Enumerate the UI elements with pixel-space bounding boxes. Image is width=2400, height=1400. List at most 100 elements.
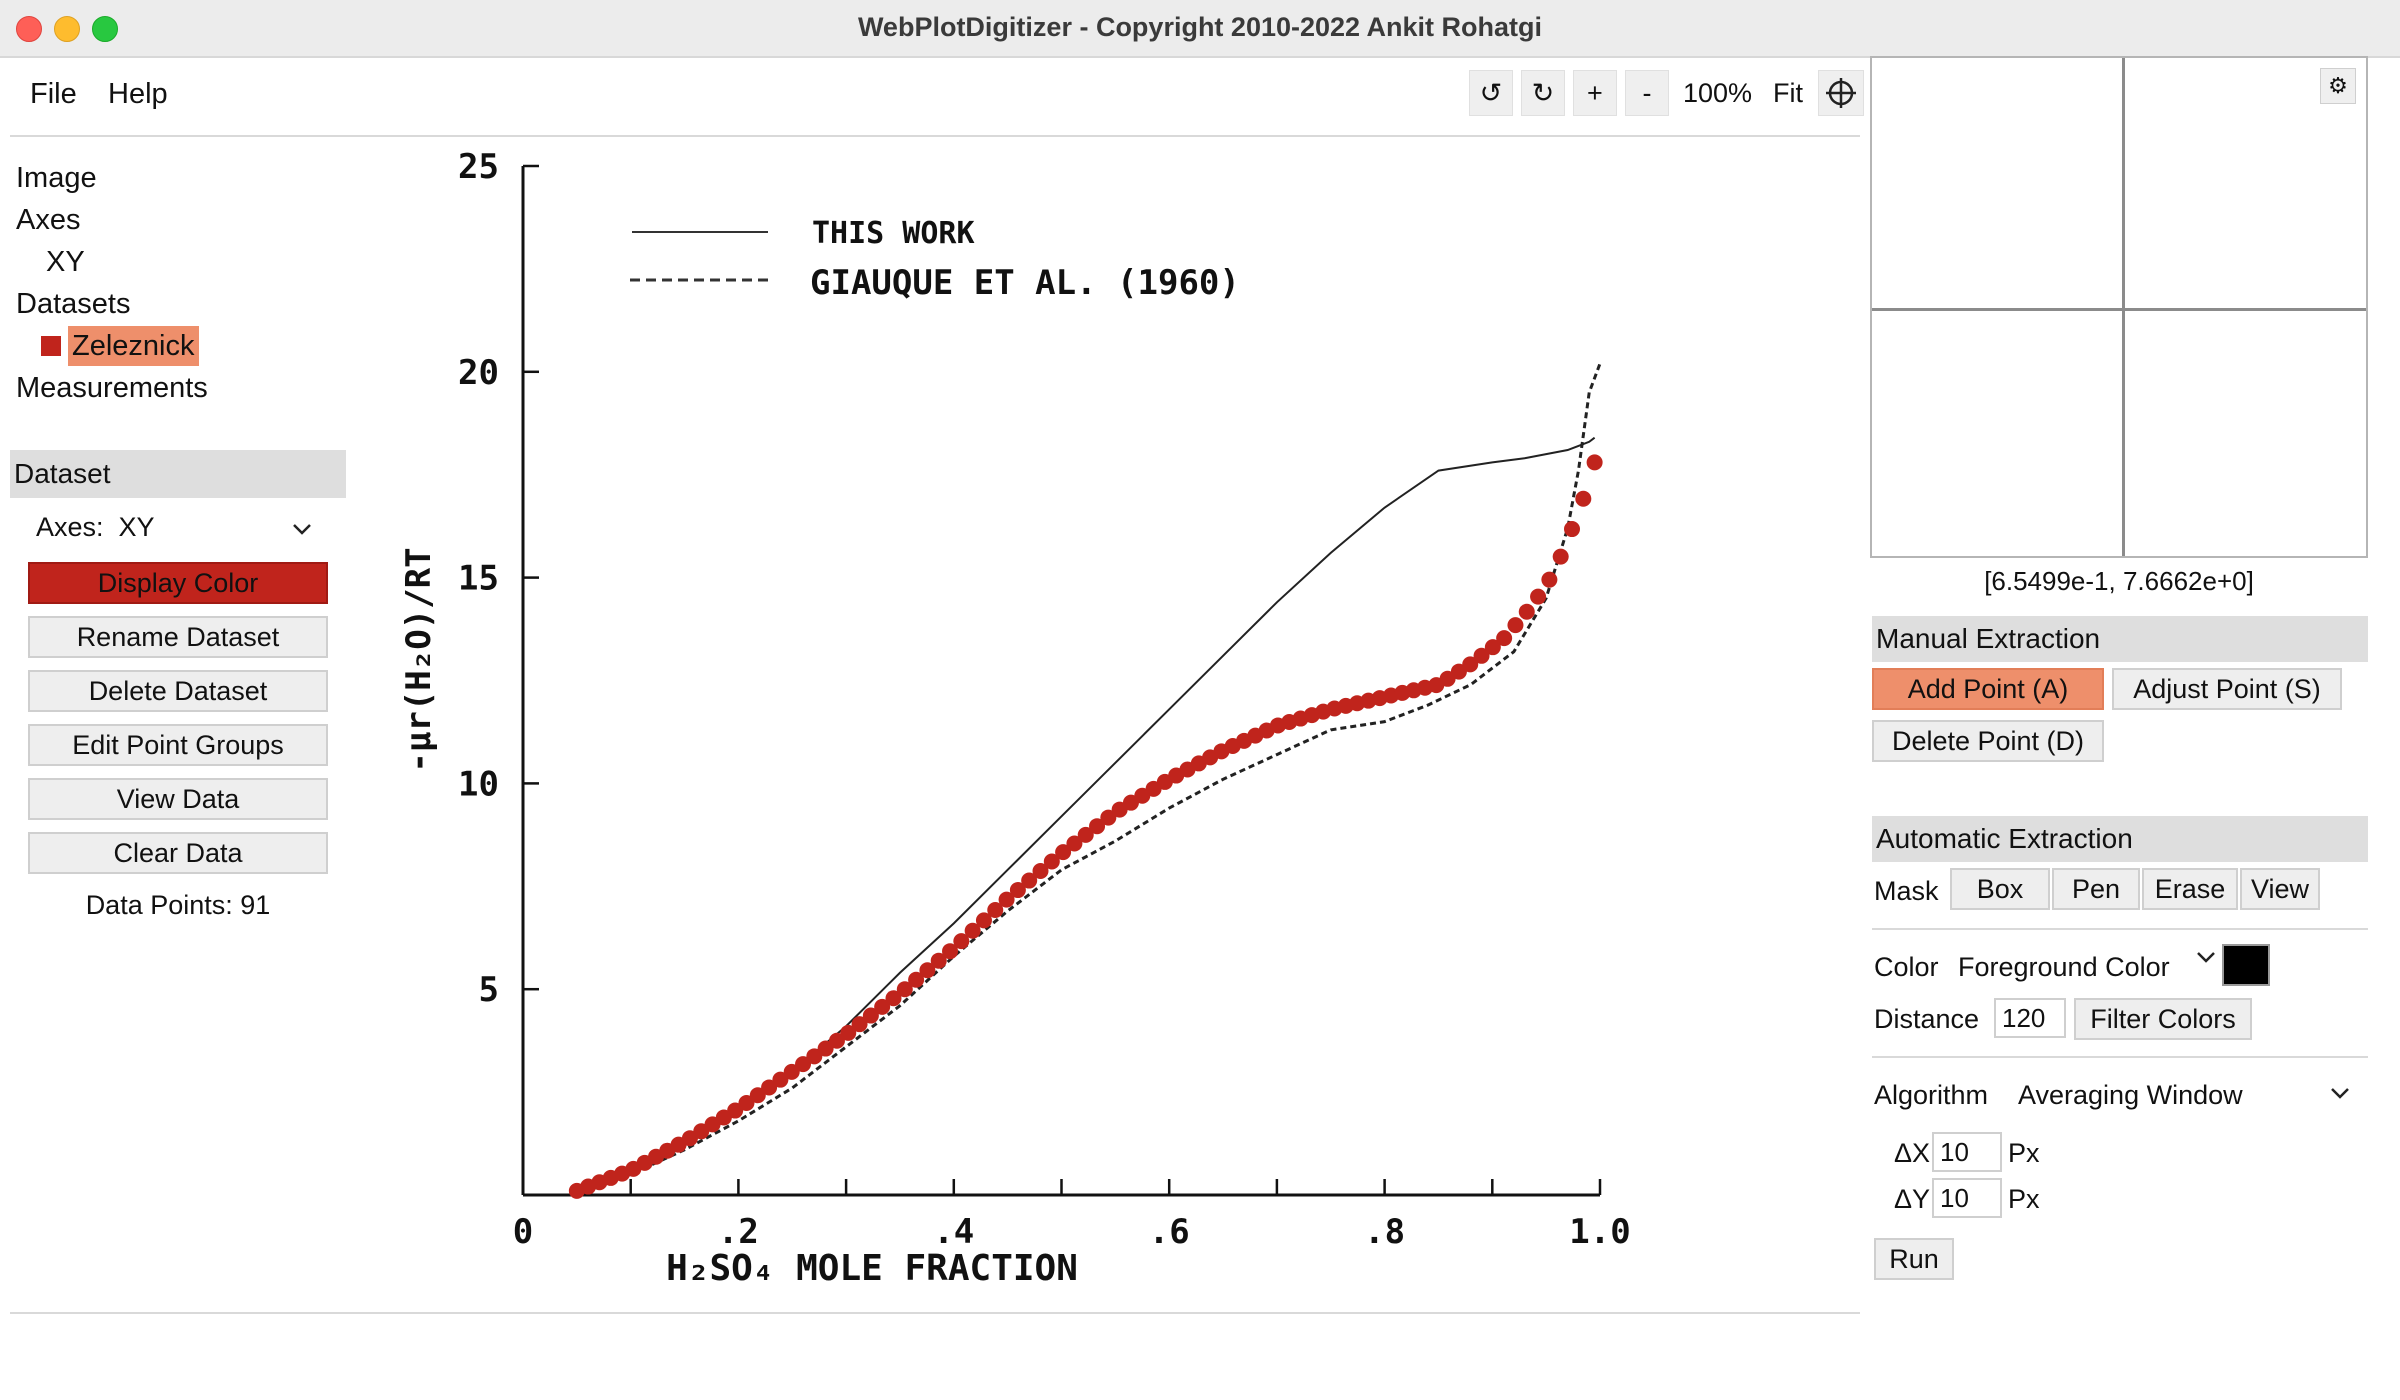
digitized-point[interactable] — [1586, 454, 1603, 471]
digitized-point[interactable] — [1563, 521, 1580, 538]
digitized-point[interactable] — [727, 1102, 744, 1119]
data-points-count: Data Points: 91 — [85, 890, 271, 920]
color-select[interactable]: Foreground Color — [1958, 952, 2170, 982]
clear-data-button[interactable]: Clear Data — [28, 832, 328, 874]
digitized-point[interactable] — [1009, 882, 1026, 899]
tree-datasets[interactable]: Datasets — [16, 288, 131, 320]
digitized-point[interactable] — [1462, 656, 1479, 673]
tree-measurements[interactable]: Measurements — [16, 372, 208, 404]
tree-dataset-zeleznick[interactable]: Zeleznick — [68, 326, 199, 366]
display-color-button[interactable]: Display Color — [28, 562, 328, 604]
digitized-point[interactable] — [851, 1016, 868, 1033]
digitized-point[interactable] — [930, 952, 947, 969]
digitized-point[interactable] — [1100, 809, 1117, 826]
close-window-button[interactable] — [16, 16, 42, 42]
automatic-extraction-header: Automatic Extraction — [1872, 816, 2368, 862]
foreground-color-swatch[interactable] — [2222, 944, 2270, 986]
digitized-point[interactable] — [1552, 548, 1569, 565]
digitized-point[interactable] — [874, 998, 891, 1015]
digitized-point[interactable] — [975, 912, 992, 929]
digitized-point[interactable] — [1077, 826, 1094, 843]
digitized-point[interactable] — [1507, 617, 1524, 634]
digitized-point[interactable] — [1055, 844, 1072, 861]
filter-colors-button[interactable]: Filter Colors — [2074, 998, 2252, 1040]
tree-image[interactable]: Image — [16, 162, 97, 194]
digitized-point[interactable] — [1021, 872, 1038, 889]
add-point-button[interactable]: Add Point (A) — [1872, 668, 2104, 710]
plot-canvas[interactable]: 0 .2 .4 .6 .8 1.0 5 10 15 20 25 THIS WORK GIAUQUE … — [390, 140, 1650, 1320]
crosshair-icon[interactable] — [1818, 70, 1864, 116]
rotate-left-button[interactable]: ↺ — [1468, 70, 1513, 116]
maximize-window-button[interactable] — [92, 16, 118, 42]
algorithm-select[interactable]: Averaging Window — [2018, 1080, 2243, 1110]
digitized-point[interactable] — [806, 1048, 823, 1065]
digitized-point[interactable] — [1530, 588, 1547, 605]
digitized-point[interactable] — [1032, 863, 1049, 880]
digitized-point[interactable] — [772, 1071, 789, 1088]
digitized-point[interactable] — [998, 891, 1015, 908]
toolbar-divider — [10, 135, 1860, 137]
digitized-point[interactable] — [908, 971, 925, 988]
mask-view-button[interactable]: View — [2240, 868, 2320, 910]
digitized-point[interactable] — [783, 1063, 800, 1080]
digitized-point[interactable] — [885, 990, 902, 1007]
toolbar: ↺ ↻ + - 100% Fit — [1468, 70, 1864, 116]
mask-box-button[interactable]: Box — [1950, 868, 2050, 910]
digitized-point[interactable] — [1496, 630, 1513, 647]
chevron-down-icon[interactable] — [2196, 950, 2216, 969]
dy-input[interactable]: 10 — [1932, 1178, 2002, 1218]
digitized-point[interactable] — [1089, 818, 1106, 835]
digitized-point[interactable] — [749, 1087, 766, 1104]
tree-axes[interactable]: Axes — [16, 204, 81, 236]
axes-select[interactable]: Axes: XY — [36, 512, 155, 543]
digitized-point[interactable] — [795, 1056, 812, 1073]
digitized-point[interactable] — [1518, 603, 1535, 620]
digitized-point[interactable] — [1575, 490, 1592, 507]
y-tick-label: 10 — [458, 764, 499, 804]
delete-point-button[interactable]: Delete Point (D) — [1872, 720, 2104, 762]
digitized-point[interactable] — [1043, 853, 1060, 870]
chevron-down-icon[interactable] — [292, 512, 312, 543]
fit-button[interactable]: Fit — [1773, 77, 1803, 108]
digitized-point[interactable] — [964, 922, 981, 939]
chevron-down-icon[interactable] — [2330, 1086, 2350, 1105]
digitized-point[interactable] — [953, 933, 970, 950]
x-tick-label: .2 — [718, 1212, 759, 1252]
distance-input[interactable]: 120 — [1994, 998, 2066, 1038]
dx-label: ΔX — [1894, 1138, 1931, 1168]
tree-axes-xy[interactable]: XY — [46, 246, 85, 278]
digitized-point[interactable] — [738, 1095, 755, 1112]
delete-dataset-button[interactable]: Delete Dataset — [28, 670, 328, 712]
digitized-point[interactable] — [862, 1007, 879, 1024]
mask-pen-button[interactable]: Pen — [2052, 868, 2140, 910]
digitized-point[interactable] — [1473, 647, 1490, 664]
edit-point-groups-button[interactable]: Edit Point Groups — [28, 724, 328, 766]
digitized-point[interactable] — [817, 1040, 834, 1057]
rename-dataset-button[interactable]: Rename Dataset — [28, 616, 328, 658]
zoom-out-button[interactable]: - — [1624, 70, 1669, 116]
manual-extraction-header: Manual Extraction — [1872, 616, 2368, 662]
menu-help[interactable]: Help — [108, 78, 168, 110]
digitized-point[interactable] — [942, 943, 959, 960]
mask-erase-button[interactable]: Erase — [2142, 868, 2238, 910]
view-data-button[interactable]: View Data — [28, 778, 328, 820]
digitized-point[interactable] — [1066, 835, 1083, 852]
legend-this-work: THIS WORK — [812, 216, 975, 251]
digitized-point[interactable] — [896, 981, 913, 998]
digitized-point[interactable] — [761, 1079, 778, 1096]
x-tick-label: .4 — [933, 1212, 974, 1252]
digitized-point[interactable] — [1484, 639, 1501, 656]
dx-input[interactable]: 10 — [1932, 1132, 2002, 1172]
minimize-window-button[interactable] — [54, 16, 80, 42]
menu-file[interactable]: File — [30, 78, 77, 110]
rotate-right-button[interactable]: ↻ — [1520, 70, 1565, 116]
digitized-point[interactable] — [1541, 571, 1558, 588]
zoom-in-button[interactable]: + — [1572, 70, 1617, 116]
digitized-point[interactable] — [828, 1032, 845, 1049]
adjust-point-button[interactable]: Adjust Point (S) — [2112, 668, 2342, 710]
run-button[interactable]: Run — [1874, 1238, 1954, 1280]
digitized-point[interactable] — [840, 1024, 857, 1041]
digitized-point[interactable] — [987, 902, 1004, 919]
digitized-point[interactable] — [919, 962, 936, 979]
gear-icon[interactable]: ⚙ — [2320, 68, 2356, 104]
